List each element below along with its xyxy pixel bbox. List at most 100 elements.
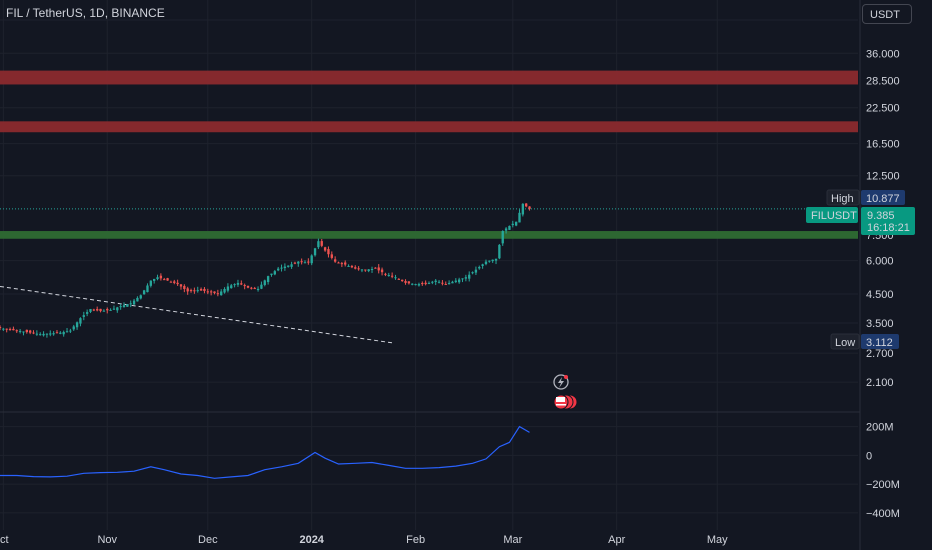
candle-body bbox=[407, 281, 411, 284]
candle-body bbox=[287, 265, 290, 267]
candle-body bbox=[233, 284, 236, 286]
candle-body bbox=[203, 288, 206, 291]
candle-body bbox=[528, 206, 531, 209]
candle-body bbox=[119, 306, 122, 308]
candle-body bbox=[18, 330, 22, 332]
candle-body bbox=[166, 278, 169, 281]
candle-body bbox=[199, 289, 203, 291]
candle-body bbox=[300, 261, 303, 263]
candle-body bbox=[461, 278, 464, 280]
y-tick-label: 3.500 bbox=[866, 318, 894, 330]
candle-body bbox=[159, 275, 163, 279]
candle-body bbox=[15, 330, 18, 332]
x-tick-label: Nov bbox=[97, 534, 117, 546]
x-tick-label: Feb bbox=[406, 534, 425, 546]
candle-body bbox=[488, 260, 491, 262]
candle-body bbox=[313, 248, 317, 256]
candle-body bbox=[494, 258, 498, 261]
candle-body bbox=[521, 203, 525, 215]
candle-body bbox=[377, 267, 380, 271]
high-label-box bbox=[826, 189, 860, 206]
y-tick-label: 22.500 bbox=[866, 103, 900, 115]
symbol-tag: FILUSDT bbox=[811, 210, 857, 222]
candle-body bbox=[32, 332, 35, 334]
event-dot-icon bbox=[564, 375, 568, 379]
low-label: Low bbox=[835, 337, 855, 349]
candle-body bbox=[193, 290, 196, 292]
high-label: High bbox=[831, 193, 854, 205]
candle-body bbox=[42, 333, 45, 336]
candle-body bbox=[75, 322, 79, 328]
candle-body bbox=[518, 212, 521, 223]
candle-body bbox=[246, 285, 250, 288]
volume-axis[interactable]: 200M 0 −200M −400M bbox=[866, 422, 900, 520]
candle-body bbox=[263, 280, 266, 285]
candle-body bbox=[367, 269, 370, 272]
candle-body bbox=[468, 274, 471, 279]
candle-body bbox=[394, 277, 397, 279]
candle-body bbox=[317, 241, 320, 248]
candle-body bbox=[223, 288, 226, 293]
symbol-tag-box bbox=[806, 207, 858, 223]
candle-body bbox=[370, 268, 374, 270]
candle-body bbox=[374, 267, 377, 269]
price-zones bbox=[0, 70, 858, 239]
candle-body bbox=[323, 247, 327, 251]
candle-body bbox=[464, 277, 468, 279]
last-price-box bbox=[861, 207, 915, 235]
y-tick-label: 36.000 bbox=[866, 48, 900, 60]
candle-body bbox=[82, 315, 85, 317]
candle-body bbox=[173, 281, 176, 283]
candle-body bbox=[220, 291, 223, 296]
high-value: 10.877 bbox=[866, 193, 900, 205]
candle-body bbox=[340, 263, 344, 265]
candle-body bbox=[330, 254, 333, 258]
candle-body bbox=[136, 297, 139, 302]
candle-body bbox=[236, 282, 240, 285]
candle-body bbox=[59, 332, 62, 334]
candle-body bbox=[504, 228, 508, 231]
candle-body bbox=[35, 333, 39, 335]
symbol-title[interactable]: FIL / TetherUS, 1D, BINANCE bbox=[6, 6, 165, 20]
currency-button[interactable]: USDT bbox=[862, 4, 912, 24]
candle-body bbox=[176, 282, 179, 285]
volume-tick-label: −200M bbox=[866, 479, 900, 491]
time-axis[interactable]: ct Nov Dec 2024 Feb Mar Apr May bbox=[0, 534, 728, 546]
candle-body bbox=[12, 328, 15, 331]
candle-body bbox=[79, 318, 82, 324]
candle-body bbox=[457, 279, 461, 283]
dashed-trendline bbox=[0, 285, 393, 344]
volume-tick-label: 0 bbox=[866, 450, 872, 462]
candle-body bbox=[109, 309, 112, 311]
y-tick-label: 2.100 bbox=[866, 377, 894, 389]
candle-body bbox=[333, 259, 337, 262]
price-markers: High 10.877 FILUSDT 9.385 16:18:21 Low 3… bbox=[806, 189, 915, 350]
y-tick-label: 28.500 bbox=[866, 75, 900, 87]
candle-body bbox=[129, 303, 132, 305]
candle-body bbox=[28, 330, 32, 333]
candle-body bbox=[5, 328, 8, 330]
event-icons[interactable] bbox=[553, 374, 578, 410]
candle-body bbox=[226, 286, 230, 291]
lightning-event-icon[interactable] bbox=[553, 374, 569, 390]
candle-body bbox=[478, 266, 481, 269]
candle-body bbox=[354, 267, 357, 269]
price-axis[interactable]: 48.00036.00028.50022.50016.50012.5007.50… bbox=[866, 15, 900, 389]
candle-body bbox=[307, 261, 310, 263]
candle-body bbox=[297, 261, 300, 264]
candle-body bbox=[277, 268, 280, 271]
candle-body bbox=[404, 281, 407, 283]
candle-body bbox=[310, 255, 313, 264]
candle-body bbox=[65, 331, 69, 333]
candle-body bbox=[451, 281, 454, 284]
low-value: 3.112 bbox=[866, 337, 893, 349]
candle-body bbox=[320, 241, 323, 246]
candle-body bbox=[122, 305, 126, 308]
candle-body bbox=[85, 312, 89, 314]
candle-body bbox=[327, 249, 330, 255]
candle-body bbox=[240, 283, 243, 285]
candle-body bbox=[132, 300, 136, 305]
x-tick-label: 2024 bbox=[299, 534, 324, 546]
candle-body bbox=[256, 288, 260, 291]
